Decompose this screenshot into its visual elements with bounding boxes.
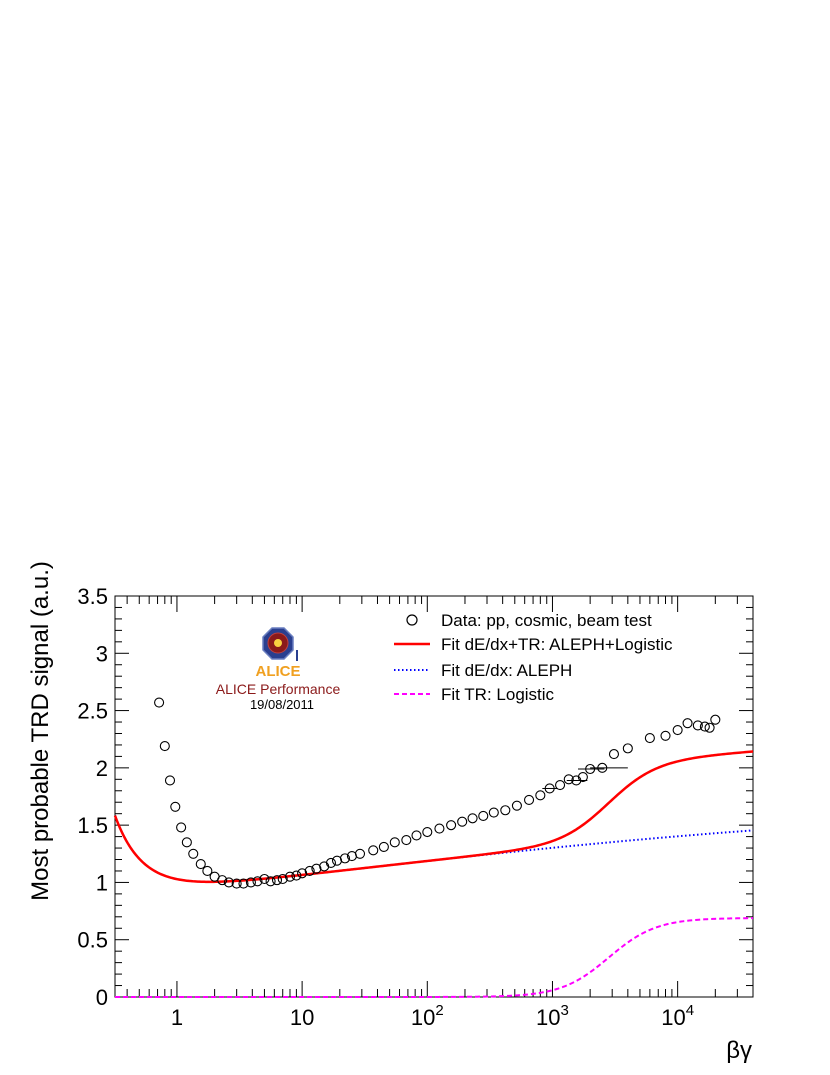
alice-logo: ALICE bbox=[256, 627, 301, 680]
data-point bbox=[259, 873, 270, 885]
data-point bbox=[159, 741, 170, 752]
data-point bbox=[217, 875, 228, 886]
x-tick-label: 104 bbox=[661, 1002, 694, 1030]
data-point bbox=[378, 841, 389, 852]
y-axis-title: Most probable TRD signal (a.u.) bbox=[27, 561, 54, 901]
data-point bbox=[511, 800, 522, 811]
data-point bbox=[523, 794, 535, 805]
data-point bbox=[176, 822, 187, 833]
data-point bbox=[446, 820, 457, 831]
data-point bbox=[692, 720, 703, 731]
data-point bbox=[608, 749, 620, 760]
data-point bbox=[434, 823, 445, 834]
legend-label-aleph: Fit dE/dx: ALEPH bbox=[441, 661, 572, 680]
data-point bbox=[389, 837, 400, 848]
data-point bbox=[164, 775, 176, 786]
y-tick-label: 1.5 bbox=[77, 813, 108, 838]
y-tick-label: 2.5 bbox=[77, 699, 108, 724]
data-point bbox=[585, 763, 596, 775]
data-point bbox=[271, 875, 283, 886]
legend-label-logistic: Fit TR: Logistic bbox=[441, 685, 555, 704]
data-point bbox=[710, 714, 721, 725]
y-tick-label: 0.5 bbox=[77, 928, 108, 953]
legend-label-data: Data: pp, cosmic, beam test bbox=[441, 611, 652, 630]
data-point bbox=[277, 873, 288, 885]
data-point bbox=[672, 724, 683, 736]
legend-marker-data bbox=[406, 614, 418, 626]
data-point bbox=[238, 878, 249, 889]
data-point bbox=[571, 775, 582, 786]
data-point bbox=[154, 697, 165, 708]
performance-label: ALICE Performance bbox=[216, 681, 341, 697]
y-tick-label: 3 bbox=[96, 641, 108, 666]
x-tick-label: 103 bbox=[536, 1002, 569, 1030]
data-point bbox=[188, 848, 199, 859]
legend-label-total: Fit dE/dx+TR: ALEPH+Logistic bbox=[441, 635, 673, 654]
plot-frame bbox=[114, 595, 754, 998]
y-tick-label: 0 bbox=[96, 985, 108, 1010]
x-axis-title: βγ bbox=[726, 1037, 752, 1064]
data-point bbox=[682, 718, 693, 729]
data-point bbox=[170, 801, 181, 812]
alice-logo-text: ALICE bbox=[256, 663, 301, 680]
y-tick-label: 2 bbox=[96, 756, 108, 781]
data-point bbox=[325, 857, 337, 869]
data-point bbox=[577, 771, 588, 783]
data-point bbox=[622, 743, 633, 754]
x-tick-label: 102 bbox=[411, 1002, 444, 1030]
aleph-fit-curve bbox=[114, 815, 754, 883]
y-tick-labels: 0 0.5 1 1.5 2 2.5 3 3.5 bbox=[77, 584, 108, 1010]
data-point bbox=[488, 807, 499, 818]
data-point bbox=[354, 848, 366, 859]
data-point bbox=[319, 861, 330, 872]
x-tick-label: 1 bbox=[171, 1005, 183, 1030]
y-tick-label: 1 bbox=[96, 870, 108, 895]
data-point bbox=[291, 870, 302, 881]
data-point bbox=[660, 730, 671, 741]
data-point bbox=[457, 816, 468, 827]
x-tick-label: 10 bbox=[290, 1005, 314, 1030]
data-point bbox=[284, 871, 296, 882]
logistic-fit-curve bbox=[115, 917, 754, 998]
legend: Data: pp, cosmic, beam test Fit dE/dx+TR… bbox=[394, 611, 673, 704]
data-point bbox=[544, 783, 555, 794]
data-point bbox=[304, 865, 315, 877]
data-point bbox=[467, 813, 478, 824]
data-point bbox=[563, 774, 574, 785]
data-point bbox=[555, 779, 566, 791]
fit-curves bbox=[113, 750, 754, 998]
data-point bbox=[597, 762, 608, 773]
y-tick-label: 3.5 bbox=[77, 584, 108, 609]
data-point bbox=[535, 790, 546, 801]
data-point bbox=[223, 877, 234, 888]
data-point bbox=[252, 876, 263, 887]
alice-logo-core bbox=[274, 639, 282, 647]
data-point bbox=[368, 845, 379, 856]
data-point bbox=[644, 733, 655, 744]
data-point bbox=[195, 859, 206, 870]
data-point bbox=[339, 853, 351, 864]
axis-ticks bbox=[115, 595, 754, 998]
data-point bbox=[411, 830, 422, 841]
data-point bbox=[500, 805, 511, 816]
date-label: 19/08/2011 bbox=[250, 697, 314, 712]
data-point bbox=[478, 810, 489, 822]
data-point bbox=[245, 877, 256, 888]
data-point bbox=[699, 721, 710, 732]
total-fit-curve bbox=[113, 750, 754, 884]
data-point bbox=[231, 878, 242, 889]
data-point bbox=[401, 834, 412, 846]
x-tick-labels: 1 10 102 103 104 bbox=[171, 1002, 694, 1030]
data-point bbox=[297, 868, 308, 879]
data-point bbox=[422, 826, 433, 838]
data-point bbox=[704, 722, 715, 733]
data-point bbox=[202, 865, 213, 877]
data-points bbox=[154, 697, 721, 889]
data-point bbox=[265, 876, 276, 887]
data-point bbox=[181, 837, 192, 848]
data-point bbox=[311, 863, 322, 874]
